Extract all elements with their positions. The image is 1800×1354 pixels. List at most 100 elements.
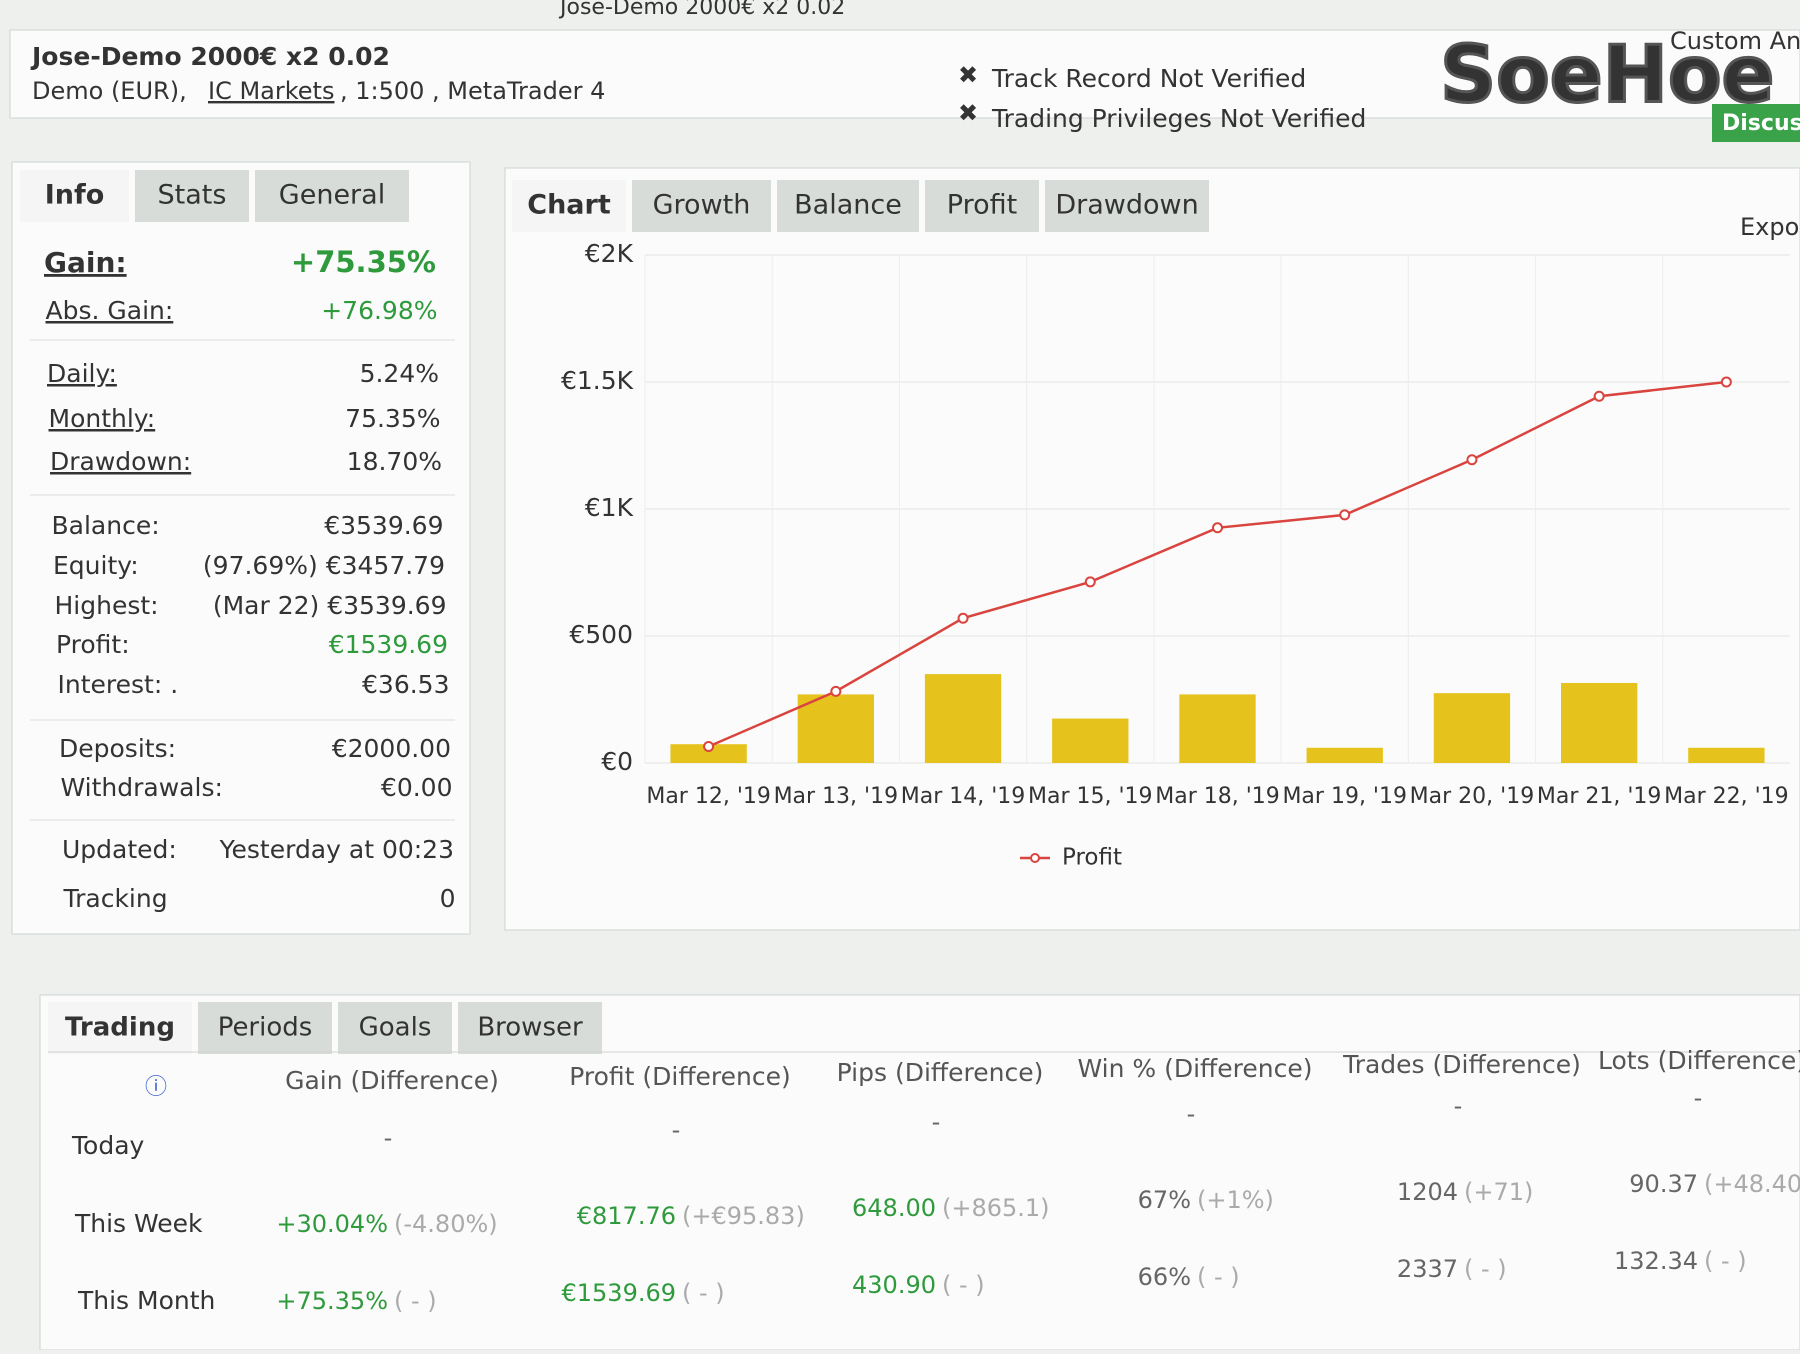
tab-label[interactable]: Trading	[65, 1013, 175, 1043]
x-tick-label: Mar 18, '19	[1155, 784, 1280, 809]
cell-value: +30.04%	[276, 1210, 388, 1238]
bar	[1052, 718, 1129, 763]
info-label: Abs. Gain:	[46, 296, 174, 325]
info-label: Daily:	[47, 359, 117, 388]
info-value: +75.35%	[291, 245, 436, 279]
cell-diff: ( - )	[1464, 1255, 1507, 1283]
y-tick-label: €0	[601, 747, 633, 776]
info-label: Updated:	[62, 835, 177, 864]
info-label: Balance:	[52, 511, 160, 540]
cell-value: 648.00	[852, 1194, 936, 1222]
tab-label[interactable]: Chart	[527, 190, 611, 221]
tab-label[interactable]: Goals	[359, 1013, 432, 1043]
info-value: Yesterday at 00:23	[219, 835, 454, 864]
discuss-button[interactable]	[1712, 104, 1800, 142]
x-tick-label: Mar 15, '19	[1028, 784, 1153, 809]
point	[703, 740, 715, 752]
broker-link[interactable]: IC Markets	[208, 77, 334, 105]
info-label: Deposits:	[59, 734, 176, 763]
tab[interactable]	[48, 1002, 192, 1054]
point	[1720, 376, 1732, 388]
column-header: Profit (Difference)	[569, 1062, 791, 1091]
legend-point	[1030, 853, 1040, 863]
x-tick-label: Mar 20, '19	[1410, 784, 1535, 809]
column-header: Pips (Difference)	[837, 1058, 1044, 1087]
help-icon[interactable]: ⓘ	[145, 1075, 167, 1100]
cell-diff: (+865.1)	[942, 1194, 1050, 1222]
point	[830, 685, 842, 697]
account-type: Demo (EUR),	[32, 77, 187, 105]
cell-diff: ( - )	[1704, 1247, 1747, 1275]
info-label: Monthly:	[49, 404, 156, 433]
bar	[670, 744, 747, 763]
cell-diff: (+71)	[1464, 1178, 1533, 1206]
cell-value: -	[1187, 1100, 1196, 1128]
info-label: Gain:	[44, 246, 127, 279]
tab[interactable]	[458, 1002, 602, 1054]
legend-label[interactable]: Profit	[1062, 845, 1122, 871]
cell-diff: (-4.80%)	[394, 1210, 498, 1238]
y-tick-label: €1K	[585, 493, 634, 522]
discuss-label[interactable]: Discus	[1722, 111, 1800, 136]
info-value: (Mar 22) €3539.69	[213, 591, 447, 620]
cell-value: -	[932, 1108, 941, 1136]
tab-label[interactable]: Periods	[218, 1013, 313, 1043]
info-label: Drawdown:	[50, 447, 191, 476]
info-label: Equity:	[53, 551, 139, 580]
verification[interactable]: Track Record Not Verified	[991, 64, 1306, 93]
tab[interactable]	[777, 180, 919, 232]
tab-label[interactable]: Profit	[947, 190, 1017, 221]
info-value: 5.24%	[360, 359, 439, 388]
tab-label[interactable]: Stats	[158, 180, 227, 211]
point	[1593, 390, 1605, 402]
custom-analysis[interactable]: Custom Ana	[1670, 27, 1800, 55]
info-value: +76.98%	[321, 296, 437, 325]
tab-label[interactable]: General	[279, 180, 385, 211]
tab-label[interactable]: Drawdown	[1055, 190, 1198, 221]
tab[interactable]	[512, 180, 626, 232]
export[interactable]: Expo	[1740, 213, 1799, 241]
y-tick-label: €1.5K	[561, 366, 634, 395]
cell-value: 67%	[1138, 1186, 1191, 1214]
cell-value: -	[672, 1116, 681, 1144]
trading-panel	[39, 994, 1800, 1351]
info-value: €0.00	[381, 773, 453, 802]
cell-value: €1539.69	[561, 1279, 676, 1307]
tab[interactable]	[338, 1002, 452, 1054]
info-value: €36.53	[362, 670, 449, 699]
column-header: Lots (Difference)	[1598, 1046, 1800, 1075]
cell-diff: (+1%)	[1197, 1186, 1274, 1214]
verification[interactable]: Trading Privileges Not Verified	[991, 104, 1366, 133]
cell-value: 90.37	[1629, 1170, 1698, 1198]
info-label: Profit:	[56, 630, 130, 659]
tab[interactable]	[198, 1002, 332, 1054]
cell-diff: ( - )	[942, 1271, 985, 1299]
column-header: Trades (Difference)	[1342, 1050, 1581, 1079]
breadcrumb: Jose-Demo 2000€ x2 0.02	[558, 0, 845, 20]
column-header: Win % (Difference)	[1078, 1054, 1313, 1083]
cell-value: 132.34	[1614, 1247, 1698, 1275]
tab-label[interactable]: Growth	[653, 190, 751, 221]
bar	[1561, 682, 1638, 763]
tab-label[interactable]: Browser	[477, 1013, 583, 1043]
tab-label[interactable]: Balance	[794, 190, 902, 221]
info-value: 75.35%	[345, 404, 440, 433]
point	[957, 612, 969, 624]
tab-label[interactable]: Info	[45, 180, 105, 211]
cell-value: -	[384, 1124, 393, 1152]
bar	[1433, 693, 1511, 763]
point	[1339, 509, 1351, 521]
bar	[1306, 747, 1383, 763]
cell-value: -	[1454, 1092, 1463, 1120]
header-panel	[9, 29, 1800, 119]
tab[interactable]	[255, 170, 409, 222]
tab[interactable]	[1045, 180, 1209, 232]
tab[interactable]	[925, 180, 1039, 232]
tab[interactable]	[632, 180, 771, 232]
info-value: 18.70%	[347, 447, 442, 476]
cell-diff: (+48.40)	[1704, 1170, 1800, 1198]
tab[interactable]	[20, 170, 129, 222]
tab[interactable]	[135, 170, 249, 222]
